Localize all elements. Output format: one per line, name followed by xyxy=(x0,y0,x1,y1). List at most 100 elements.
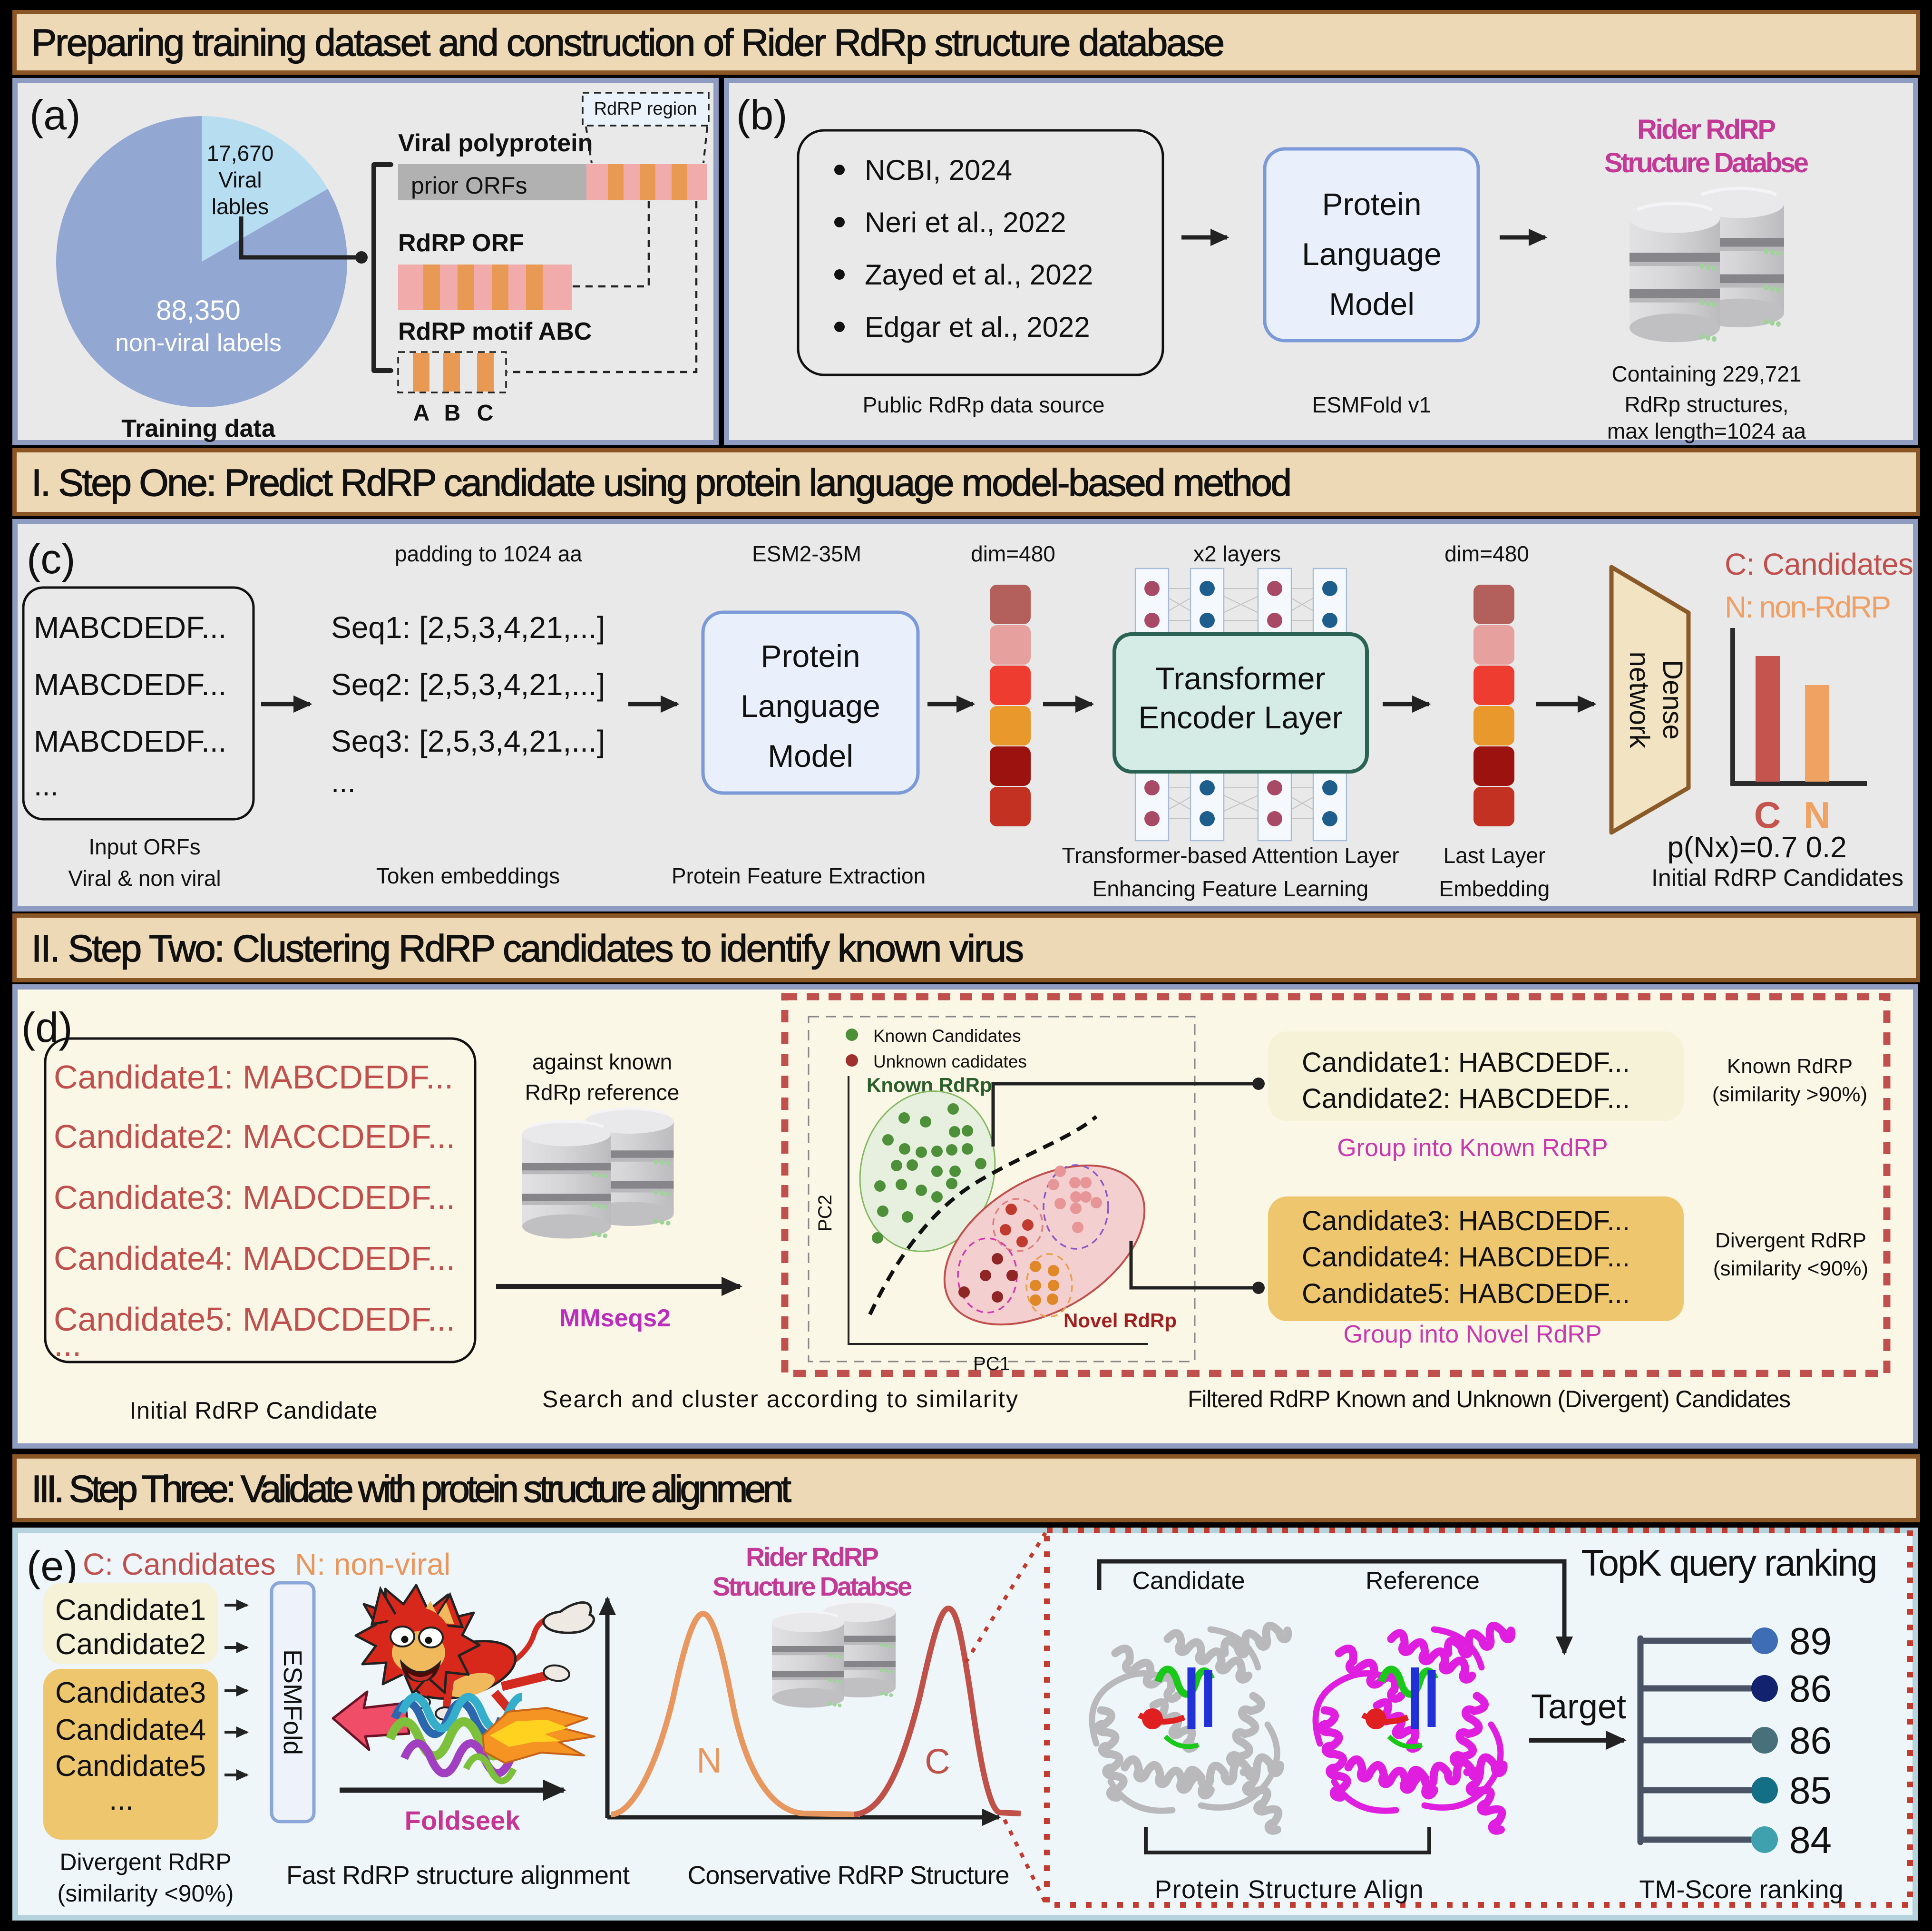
svg-text:(similarity >90%): (similarity >90%) xyxy=(1712,1083,1867,1106)
svg-text:Initial RdRP Candidates: Initial RdRP Candidates xyxy=(1651,864,1903,891)
svg-text:N: N xyxy=(696,1741,722,1780)
svg-text:...: ... xyxy=(54,1326,81,1363)
svg-text:N: N xyxy=(1804,794,1830,836)
svg-text:C: C xyxy=(925,1742,950,1781)
svg-text:C: C xyxy=(1754,794,1781,836)
svg-text:ESM2-35M: ESM2-35M xyxy=(752,541,861,566)
svg-text:I. Step One: Predict RdRP cand: I. Step One: Predict RdRP candidate usin… xyxy=(31,461,1292,504)
svg-text:B: B xyxy=(444,401,461,426)
svg-text:Language: Language xyxy=(1302,236,1442,272)
svg-text:III. Step Three: Validate with: III. Step Three: Validate with protein s… xyxy=(31,1468,791,1510)
svg-text:Model: Model xyxy=(1329,286,1415,322)
svg-text:ESMFold v1: ESMFold v1 xyxy=(1312,392,1432,417)
svg-text:17,670: 17,670 xyxy=(207,141,274,166)
svg-text:NCBI, 2024: NCBI, 2024 xyxy=(865,154,1012,186)
svg-text:Structure Databse: Structure Databse xyxy=(712,1571,912,1601)
svg-text:Seq2: [2,5,3,4,21,...]: Seq2: [2,5,3,4,21,...] xyxy=(331,667,605,702)
svg-text:(d): (d) xyxy=(21,1004,73,1051)
svg-text:Candidate4: MADCDEDF...: Candidate4: MADCDEDF... xyxy=(54,1240,455,1277)
svg-text:Group into Novel RdRP: Group into Novel RdRP xyxy=(1343,1321,1601,1348)
svg-text:...: ... xyxy=(34,769,59,802)
svg-text:MABCDEDF...: MABCDEDF... xyxy=(34,724,226,758)
svg-text:Known RdRP: Known RdRP xyxy=(1727,1055,1853,1078)
svg-text:(c): (c) xyxy=(27,535,76,582)
svg-text:padding to 1024 aa: padding to 1024 aa xyxy=(395,541,582,566)
svg-text:(e): (e) xyxy=(27,1542,78,1589)
svg-text:Viral polyprotein: Viral polyprotein xyxy=(398,129,593,157)
svg-text:N: non-RdRP: N: non-RdRP xyxy=(1725,590,1891,624)
svg-text:Transformer-based Attention La: Transformer-based Attention Layer xyxy=(1062,843,1399,868)
svg-text:PC2: PC2 xyxy=(815,1195,836,1232)
svg-text:against known: against known xyxy=(532,1049,672,1074)
svg-text:Group into Known RdRP: Group into Known RdRP xyxy=(1337,1134,1608,1162)
svg-text:Initial RdRP Candidate: Initial RdRP Candidate xyxy=(130,1397,378,1424)
svg-text:PC1: PC1 xyxy=(973,1353,1010,1374)
svg-text:85: 85 xyxy=(1789,1769,1832,1812)
svg-text:RdRp structures,: RdRp structures, xyxy=(1624,392,1788,417)
svg-text:C: Candidates: C: Candidates xyxy=(83,1547,276,1581)
svg-text:Protein Feature Extraction: Protein Feature Extraction xyxy=(672,863,926,888)
svg-text:Input ORFs: Input ORFs xyxy=(88,834,200,859)
svg-text:Model: Model xyxy=(768,738,853,774)
svg-text:Reference: Reference xyxy=(1366,1567,1480,1595)
svg-text:Candidate2: Candidate2 xyxy=(55,1628,206,1661)
svg-text:Target: Target xyxy=(1531,1688,1626,1726)
svg-text:Viral & non viral: Viral & non viral xyxy=(68,866,221,891)
svg-text:...: ... xyxy=(109,1784,134,1816)
svg-text:Candidate2: MACCDEDF...: Candidate2: MACCDEDF... xyxy=(54,1118,455,1155)
svg-text:(similarity <90%): (similarity <90%) xyxy=(58,1880,234,1907)
svg-text:Preparing training dataset and: Preparing training dataset and construct… xyxy=(31,21,1225,64)
svg-text:N: non-viral: N: non-viral xyxy=(295,1547,450,1581)
svg-text:Fast RdRP structure alignment: Fast RdRP structure alignment xyxy=(286,1861,630,1890)
svg-text:Filtered RdRP Known and Unknow: Filtered RdRP Known and Unknown (Diverge… xyxy=(1188,1386,1791,1412)
svg-text:Candidate3: Candidate3 xyxy=(55,1676,206,1709)
svg-text:Unknown cadidates: Unknown cadidates xyxy=(873,1052,1027,1071)
svg-text:Candidate2: HABCDEDF...: Candidate2: HABCDEDF... xyxy=(1302,1083,1630,1114)
svg-text:(b): (b) xyxy=(736,91,788,138)
svg-text:lables: lables xyxy=(212,194,269,219)
svg-text:Enhancing Feature Learning: Enhancing Feature Learning xyxy=(1093,876,1369,901)
svg-text:II. Step Two: Clustering RdRP: II. Step Two: Clustering RdRP candidates… xyxy=(31,927,1024,970)
svg-text:Divergent RdRP: Divergent RdRP xyxy=(59,1849,231,1875)
svg-text:Candidate1: HABCDEDF...: Candidate1: HABCDEDF... xyxy=(1302,1047,1630,1078)
svg-text:prior ORFs: prior ORFs xyxy=(411,172,527,199)
svg-text:Containing 229,721: Containing 229,721 xyxy=(1612,362,1802,386)
svg-text:p(Nx)=0.7 0.2: p(Nx)=0.7 0.2 xyxy=(1667,831,1846,864)
svg-text:Language: Language xyxy=(741,688,880,724)
svg-text:dim=480: dim=480 xyxy=(971,541,1055,566)
svg-text:Candidate4: Candidate4 xyxy=(55,1714,206,1746)
svg-text:Candidate5: Candidate5 xyxy=(55,1750,206,1783)
svg-text:Conservative RdRP Structure: Conservative RdRP Structure xyxy=(688,1861,1010,1890)
svg-text:Dense: Dense xyxy=(1657,660,1688,740)
svg-text:network: network xyxy=(1624,651,1655,748)
svg-text:Foldseek: Foldseek xyxy=(405,1805,521,1835)
svg-text:Edgar et al., 2022: Edgar et al., 2022 xyxy=(865,311,1090,343)
svg-text:Transformer: Transformer xyxy=(1156,661,1326,696)
svg-text:Rider RdRP: Rider RdRP xyxy=(746,1542,879,1572)
svg-text:Candidate: Candidate xyxy=(1132,1567,1245,1595)
svg-text:RdRP region: RdRP region xyxy=(594,99,697,119)
svg-text:84: 84 xyxy=(1789,1819,1832,1861)
svg-text:max length=1024 aa: max length=1024 aa xyxy=(1607,419,1806,443)
svg-text:Candidate4: HABCDEDF...: Candidate4: HABCDEDF... xyxy=(1302,1242,1630,1273)
svg-text:x2 layers: x2 layers xyxy=(1193,541,1281,566)
svg-text:...: ... xyxy=(331,766,356,799)
svg-text:Last Layer: Last Layer xyxy=(1444,843,1546,868)
svg-text:MABCDEDF...: MABCDEDF... xyxy=(34,667,226,702)
svg-text:C: Candidates: C: Candidates xyxy=(1725,547,1913,581)
svg-text:86: 86 xyxy=(1789,1719,1832,1762)
svg-text:RdRP motif ABC: RdRP motif ABC xyxy=(398,318,592,345)
svg-text:Neri et al., 2022: Neri et al., 2022 xyxy=(865,206,1066,238)
svg-text:C: C xyxy=(477,401,494,426)
svg-text:Seq3: [2,5,3,4,21,...]: Seq3: [2,5,3,4,21,...] xyxy=(331,724,605,758)
svg-text:Candidate1: Candidate1 xyxy=(55,1594,206,1627)
svg-text:(a): (a) xyxy=(29,91,81,138)
svg-text:Candidate5: MADCDEDF...: Candidate5: MADCDEDF... xyxy=(54,1301,455,1338)
svg-text:Candidate1: MABCDEDF...: Candidate1: MABCDEDF... xyxy=(54,1059,453,1096)
svg-text:Known Candidates: Known Candidates xyxy=(873,1026,1021,1046)
svg-text:MMseqs2: MMseqs2 xyxy=(559,1304,671,1332)
svg-text:Training data: Training data xyxy=(121,415,276,442)
svg-text:Encoder Layer: Encoder Layer xyxy=(1138,700,1342,735)
svg-text:RdRP ORF: RdRP ORF xyxy=(398,229,524,257)
svg-text:Rider RdRP: Rider RdRP xyxy=(1637,114,1776,145)
